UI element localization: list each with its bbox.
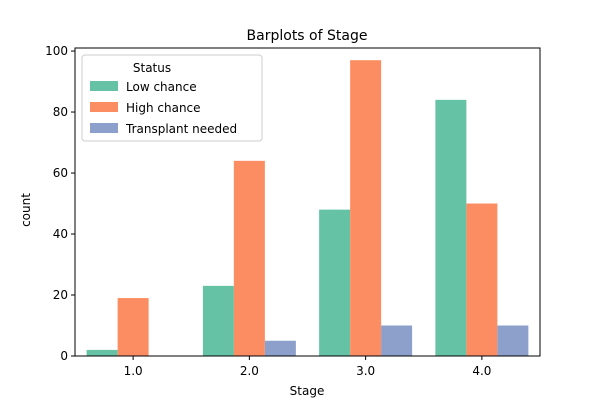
bar-low-chance-1.0 <box>86 349 118 356</box>
bar-transplant-needed-2.0 <box>264 340 296 356</box>
x-axis-title: Stage <box>290 384 325 398</box>
legend-entry-label: Low chance <box>126 80 197 94</box>
x-tick-label: 4.0 <box>472 364 491 378</box>
plot-frame <box>74 47 541 357</box>
bar-transplant-needed-3.0 <box>381 325 413 356</box>
legend-swatch <box>90 102 118 112</box>
bar-transplant-needed-4.0 <box>497 325 529 356</box>
legend-entry-label: High chance <box>126 101 201 115</box>
axes-group: 0 20 40 60 80 100 1.0 2.0 3.0 4.0 <box>45 44 541 378</box>
bar-low-chance-3.0 <box>319 209 351 356</box>
bar-high-chance-3.0 <box>350 60 382 356</box>
bar-high-chance-4.0 <box>466 203 498 356</box>
y-tick-label: 0 <box>60 349 68 363</box>
legend: Status Low chance High chance Transplant ne… <box>81 54 263 142</box>
y-tick-label: 100 <box>45 44 68 58</box>
bar-low-chance-2.0 <box>202 285 234 356</box>
y-axis-title: count <box>19 193 33 227</box>
chart-title: Barplots of Stage <box>247 28 368 44</box>
y-tick-label: 20 <box>53 288 68 302</box>
legend-entry-label: Transplant needed <box>125 122 237 136</box>
x-tick-label: 1.0 <box>124 364 143 378</box>
y-tick-label: 80 <box>53 105 68 119</box>
legend-title: Status <box>133 61 171 75</box>
bar-low-chance-4.0 <box>435 99 467 356</box>
y-tick-label: 60 <box>53 166 68 180</box>
legend-swatch <box>90 81 118 91</box>
y-tick-label: 40 <box>53 227 68 241</box>
x-tick-label: 3.0 <box>356 364 375 378</box>
x-tick-label: 2.0 <box>240 364 259 378</box>
legend-box <box>81 54 263 142</box>
bars-group <box>86 60 529 356</box>
legend-swatch <box>90 123 118 133</box>
bar-high-chance-1.0 <box>117 298 149 356</box>
bar-high-chance-2.0 <box>233 160 265 356</box>
